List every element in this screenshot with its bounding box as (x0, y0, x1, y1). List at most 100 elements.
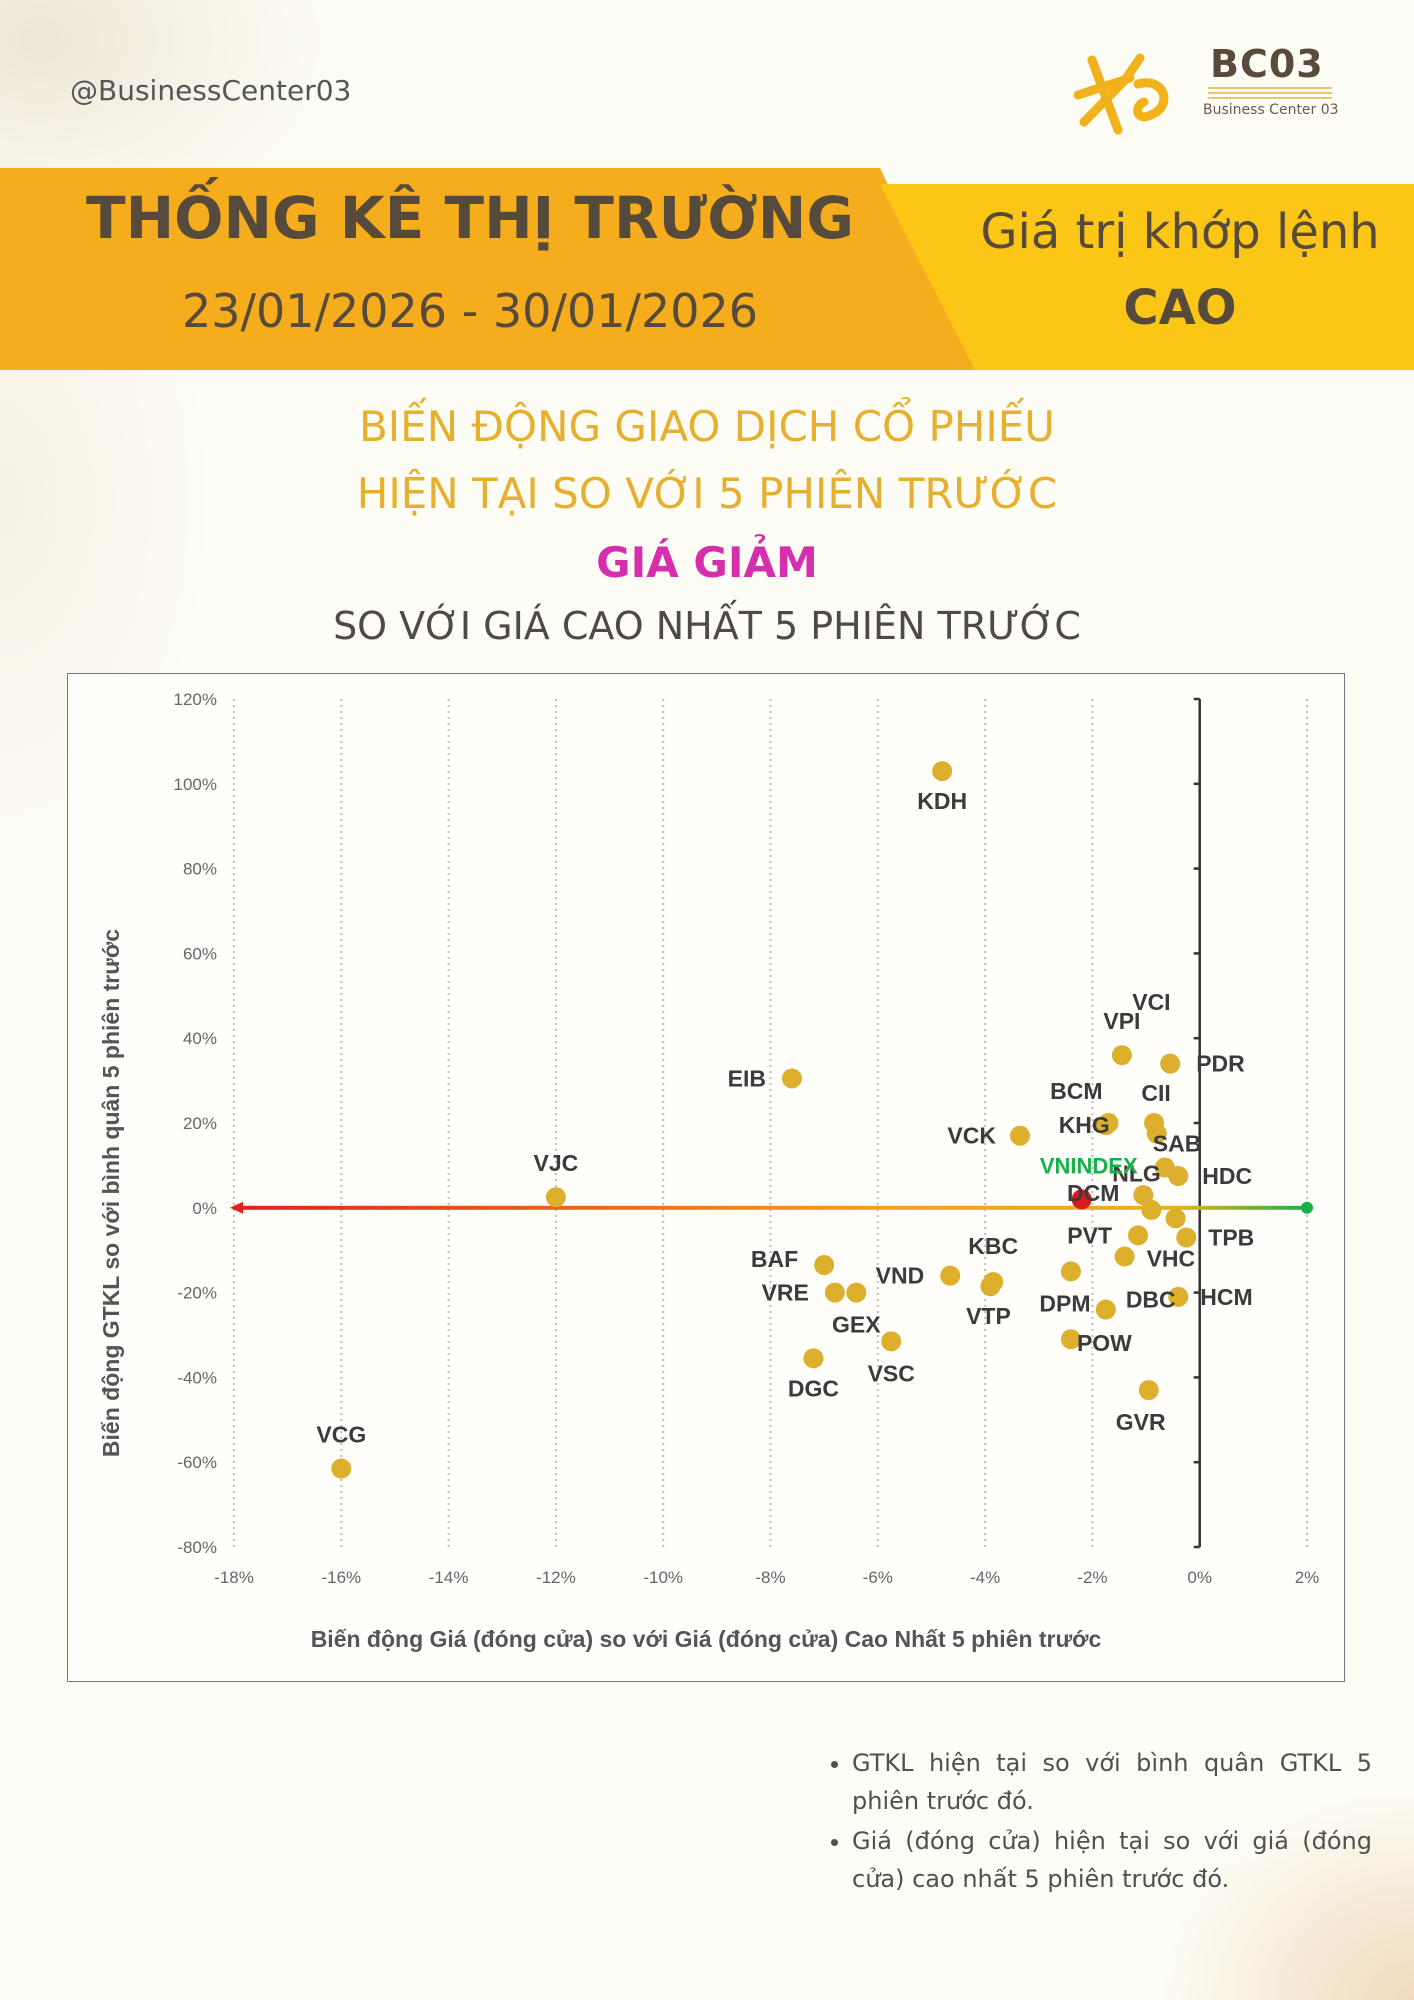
x-tick-label: -18% (214, 1568, 254, 1587)
data-point (545, 1187, 566, 1208)
baseline-arrow-line (234, 1205, 1307, 1210)
data-point-label: KDH (917, 788, 967, 814)
data-point-label: EIB (728, 1065, 766, 1091)
data-point (1138, 1380, 1159, 1401)
data-point (1009, 1125, 1030, 1146)
data-point (1128, 1225, 1149, 1246)
x-tick-label: -8% (755, 1568, 785, 1587)
data-point-label: VTP (966, 1303, 1011, 1329)
metric-label: Giá trị khớp lệnh (980, 204, 1380, 260)
data-point (1176, 1227, 1197, 1248)
header-banner-left (0, 168, 975, 370)
data-point (1060, 1261, 1081, 1282)
y-tick-label: 80% (183, 860, 217, 879)
y-tick-label: 20% (183, 1114, 217, 1133)
data-point-label: HDC (1202, 1163, 1252, 1189)
subtitle-line-1: BIẾN ĐỘNG GIAO DỊCH CỔ PHIẾU (358, 402, 1056, 451)
data-point-label: DBC (1126, 1287, 1176, 1313)
data-point-label: CII (1141, 1080, 1170, 1106)
data-point-label: SAB (1153, 1131, 1202, 1157)
data-point (1133, 1185, 1154, 1206)
chart-frame (67, 673, 1345, 1682)
data-point (1095, 1115, 1116, 1136)
data-point (940, 1265, 961, 1286)
footnote-item: Giá (đóng cửa) hiện tại so với giá (đóng… (852, 1822, 1372, 1898)
data-point (331, 1458, 352, 1479)
data-point-label: VCI (1132, 989, 1170, 1015)
x-tick-label: -4% (970, 1568, 1000, 1587)
data-point-label: VHC (1147, 1246, 1196, 1272)
y-tick-label: -80% (177, 1538, 217, 1557)
x-tick-label: 2% (1295, 1568, 1320, 1587)
data-point (1095, 1299, 1116, 1320)
data-point-label: TPB (1208, 1224, 1254, 1250)
kb-logo-icon (1073, 53, 1169, 135)
x-tick-label: -2% (1077, 1568, 1107, 1587)
data-point-label: BAF (751, 1246, 798, 1272)
data-point-label: VCG (316, 1422, 366, 1448)
vnindex-point (1071, 1189, 1092, 1210)
data-point (1168, 1286, 1189, 1307)
data-point-label: VND (876, 1263, 925, 1289)
x-tick-label: -6% (863, 1568, 893, 1587)
y-tick-label: -20% (177, 1284, 217, 1303)
data-point-label: GVR (1116, 1409, 1166, 1435)
x-tick-label: -12% (536, 1568, 576, 1587)
data-point (1146, 1123, 1167, 1144)
data-point (814, 1255, 835, 1276)
header-banner-right (880, 184, 1414, 370)
data-point-label: BCM (1050, 1078, 1102, 1104)
data-point-label: DCM (1067, 1180, 1119, 1206)
data-point-label: DPM (1039, 1290, 1090, 1316)
logo-subtitle: Business Center 03 (1203, 102, 1339, 118)
data-point-label: VCK (947, 1123, 996, 1149)
data-point-label: HCM (1200, 1284, 1252, 1310)
footnotes: GTKL hiện tại so với bình quân GTKL 5 ph… (826, 1744, 1372, 1900)
x-tick-label: 0% (1187, 1568, 1212, 1587)
y-tick-label: 40% (183, 1029, 217, 1048)
page-title: THỐNG KÊ THỊ TRƯỜNG (86, 184, 854, 252)
baseline-arrow-origin (1301, 1201, 1313, 1214)
data-point (803, 1348, 824, 1369)
data-point-label: PVT (1067, 1222, 1112, 1248)
data-point (1060, 1329, 1081, 1350)
data-point (1111, 1045, 1132, 1066)
x-tick-label: -16% (321, 1568, 361, 1587)
y-tick-label: -60% (177, 1453, 217, 1472)
y-axis-title: Biến động GTKL so với bình quân 5 phiên … (98, 929, 124, 1457)
y-tick-label: -40% (177, 1368, 217, 1387)
data-point (980, 1276, 1001, 1297)
footnote-item: GTKL hiện tại so với bình quân GTKL 5 ph… (852, 1744, 1372, 1820)
y-tick-label: 100% (174, 775, 217, 794)
scatter-chart: -18% -16% -14% -12% -10% -8% -6% -4% -2% 0% 2% 120%… (98, 690, 1320, 1652)
data-point (1168, 1166, 1189, 1186)
data-point-label: PDR (1196, 1051, 1245, 1077)
data-point-label: VSC (868, 1360, 915, 1386)
data-point-label: VJC (534, 1150, 579, 1176)
data-point-label: POW (1077, 1330, 1132, 1356)
data-point-label: VRE (762, 1280, 809, 1306)
date-range: 23/01/2026 - 30/01/2026 (181, 284, 759, 338)
data-point-label: KHG (1059, 1112, 1110, 1138)
logo-brand-text: BC03 (1210, 42, 1324, 86)
subtitle-line-2: HIỆN TẠI SO VỚI 5 PHIÊN TRƯỚC (356, 469, 1058, 518)
baseline-arrow-head (230, 1201, 243, 1214)
data-point (881, 1331, 902, 1352)
x-tick-label: -10% (643, 1568, 683, 1587)
y-tick-label: 0% (192, 1199, 217, 1218)
data-point (1165, 1208, 1186, 1229)
data-point (1160, 1053, 1181, 1074)
data-point (1114, 1246, 1135, 1267)
social-handle: @BusinessCenter03 (70, 74, 352, 107)
data-point (824, 1282, 845, 1303)
data-point-label: KBC (968, 1233, 1018, 1259)
vnindex-label: VNINDEX (1040, 1153, 1138, 1178)
y-tick-label: 60% (183, 944, 217, 963)
data-point-label: VPI (1103, 1008, 1140, 1034)
y-tick-label: 120% (174, 690, 217, 709)
data-point-label: GEX (832, 1312, 881, 1338)
data-point (781, 1068, 802, 1089)
metric-level: CAO (1123, 280, 1237, 336)
subtitle-highlight: GIÁ GIẢM (596, 538, 818, 587)
logo-stripes (1208, 87, 1332, 99)
